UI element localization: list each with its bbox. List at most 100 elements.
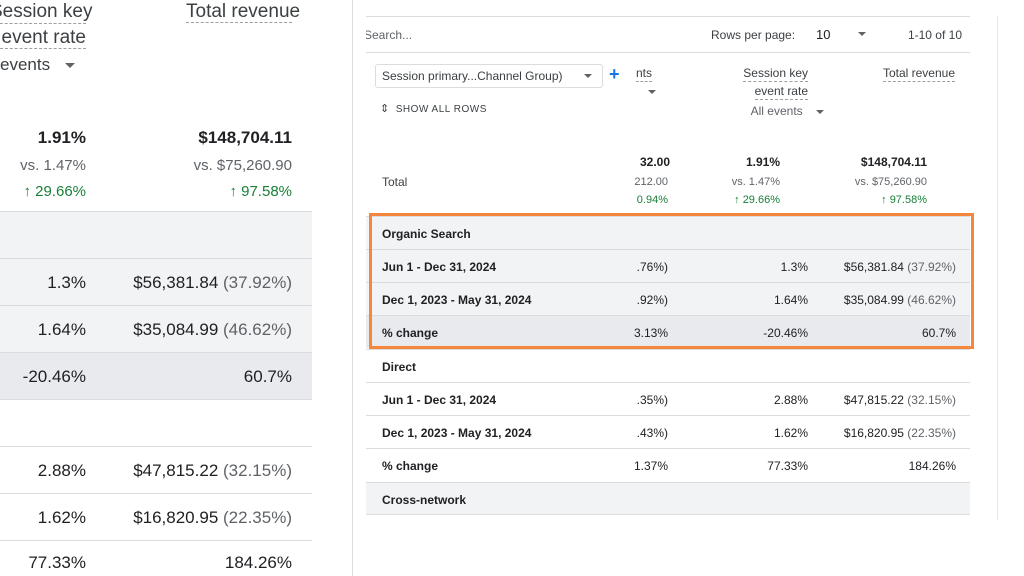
row-c3-value: $56,381.84 xyxy=(843,260,904,274)
zoom-header-session-key[interactable]: Session key xyxy=(0,1,93,22)
dropdown-arrow-icon xyxy=(64,63,75,69)
zoom-row-revenue: $56,381.84 (37.92%) xyxy=(133,273,292,293)
table-row[interactable]: Dec 1, 2023 - May 31, 2024 .92%) 1.64% $… xyxy=(366,282,970,315)
zoom-events-label: events xyxy=(0,55,51,74)
zoom-row-rate: 1.3% xyxy=(47,273,86,292)
row-c3: $35,084.99 (46.62%) xyxy=(844,293,956,307)
zoomed-detail-panel: Session key event rate events Total reve… xyxy=(0,0,352,576)
zoom-row-share: (32.15%) xyxy=(223,461,292,480)
column-header-partial[interactable]: nts xyxy=(636,66,652,82)
row-label: Jun 1 - Dec 31, 2024 xyxy=(382,260,497,274)
total-c2-compare: vs. 1.47% xyxy=(731,176,780,188)
total-c3-change-value: 97.58% xyxy=(889,194,927,206)
dropdown-arrow-icon[interactable] xyxy=(648,90,656,94)
total-c2-change-value: 29.66% xyxy=(742,194,780,206)
dropdown-arrow-icon xyxy=(858,32,866,36)
table-row-group[interactable]: Cross-network xyxy=(366,482,970,515)
pagination-text: 1-10 of 10 xyxy=(907,28,962,42)
total-c1-change: 0.94% xyxy=(636,194,668,206)
zoom-events-dropdown[interactable]: events xyxy=(0,55,75,75)
rows-per-page-select[interactable]: 10 xyxy=(816,27,872,42)
zoom-total-revenue: $148,704.11 xyxy=(198,128,292,147)
zoom-row-revenue: $35,084.99 (46.62%) xyxy=(133,320,292,340)
report-table: Search... Rows per page: 10 1-10 of 10 S… xyxy=(366,0,998,520)
total-row: Total 32.00 212.00 0.94% 1.91% vs. 1.47%… xyxy=(366,140,970,210)
zoom-row-revenue: 184.26% xyxy=(224,553,292,572)
zoom-row-group-organic xyxy=(0,211,312,258)
row-c1: .43%) xyxy=(636,426,668,440)
zoom-row: 1.62% $16,820.95 (22.35%) xyxy=(0,493,312,540)
row-label: Organic Search xyxy=(382,227,471,241)
zoom-row-share: (46.62%) xyxy=(223,320,292,339)
row-c2: -20.46% xyxy=(763,326,808,340)
zoom-row-revenue-value: $35,084.99 xyxy=(133,320,219,339)
dimension-selector-label: Session primary...Channel Group) xyxy=(382,69,563,83)
search-input[interactable]: Search... xyxy=(366,28,413,42)
table-row-group[interactable]: Direct xyxy=(366,349,970,382)
table-row[interactable]: % change 3.13% -20.46% 60.7% xyxy=(366,315,970,348)
table-row[interactable]: Jun 1 - Dec 31, 2024 .35%) 2.88% $47,815… xyxy=(366,382,970,415)
row-label: % change xyxy=(382,459,439,473)
zoom-header-event-rate[interactable]: event rate xyxy=(0,27,86,49)
row-c2: 1.64% xyxy=(773,293,808,307)
column-header-total-revenue[interactable]: Total revenue xyxy=(882,66,955,82)
add-dimension-button[interactable]: + xyxy=(609,64,620,85)
zoom-header-total-revenue[interactable]: Total revenue xyxy=(186,1,301,23)
total-c1: 32.00 xyxy=(639,155,670,169)
zoom-row-rate: 1.64% xyxy=(37,320,86,339)
row-label: Dec 1, 2023 - May 31, 2024 xyxy=(382,426,532,440)
rows-per-page-label: Rows per page: xyxy=(711,28,796,42)
zoom-total-rate-compare: vs. 1.47% xyxy=(20,157,86,174)
row-c3-share: (32.15%) xyxy=(907,393,956,407)
zoom-row-revenue-value: $56,381.84 xyxy=(133,273,219,292)
zoom-row: 77.33% 184.26% xyxy=(0,540,312,576)
total-c2: 1.91% xyxy=(745,155,780,169)
zoom-row-revenue: $16,820.95 (22.35%) xyxy=(133,508,292,528)
table-row[interactable]: % change 1.37% 77.33% 184.26% xyxy=(366,448,970,481)
total-c3-compare: vs. $75,260.90 xyxy=(854,176,927,188)
zoom-total-rate-change: ↑ 29.66% xyxy=(23,183,86,200)
row-label: Jun 1 - Dec 31, 2024 xyxy=(382,393,497,407)
toolbar-divider xyxy=(366,52,970,53)
column-header-session-key[interactable]: Session key xyxy=(743,66,808,82)
zoom-row-revenue: 60.7% xyxy=(243,367,292,386)
zoom-row: -20.46% 60.7% xyxy=(0,352,312,399)
total-c2-change: ↑ 29.66% xyxy=(734,194,780,206)
row-c1: .92%) xyxy=(636,293,668,307)
row-c3: 60.7% xyxy=(921,326,956,340)
table-row[interactable]: Jun 1 - Dec 31, 2024 .76%) 1.3% $56,381.… xyxy=(366,249,970,282)
table-row[interactable]: Dec 1, 2023 - May 31, 2024 .43%) 1.62% $… xyxy=(366,415,970,448)
all-events-dropdown[interactable]: All events xyxy=(751,104,824,118)
zoom-total-rate: 1.91% xyxy=(37,128,86,147)
show-all-rows-label: SHOW ALL ROWS xyxy=(395,104,487,115)
row-c3: $16,820.95 (22.35%) xyxy=(844,426,956,440)
row-c3: $47,815.22 (32.15%) xyxy=(844,393,956,407)
zoom-total-revenue-compare: vs. $75,260.90 xyxy=(193,157,292,174)
zoom-row-revenue-value: $47,815.22 xyxy=(133,461,219,480)
zoom-row: 2.88% $47,815.22 (32.15%) xyxy=(0,446,312,493)
row-c2: 77.33% xyxy=(767,459,808,473)
total-c3: $148,704.11 xyxy=(860,155,927,169)
column-header-event-rate[interactable]: event rate xyxy=(754,84,808,100)
row-label: Cross-network xyxy=(382,493,467,507)
row-c1: 3.13% xyxy=(633,326,668,340)
up-arrow-icon: ↑ xyxy=(881,194,887,206)
panel-divider xyxy=(352,0,353,576)
up-arrow-icon: ↑ xyxy=(229,183,237,200)
zoom-row-revenue-value: $16,820.95 xyxy=(133,508,219,527)
row-c3-share: (22.35%) xyxy=(907,426,956,440)
zoom-row-share: (22.35%) xyxy=(223,508,292,527)
row-label: Dec 1, 2023 - May 31, 2024 xyxy=(382,293,532,307)
zoom-row-rate: 2.88% xyxy=(37,461,86,480)
zoom-row: 1.64% $35,084.99 (46.62%) xyxy=(0,305,312,352)
zoom-rate-change-value: 29.66% xyxy=(35,183,86,200)
table-row-group[interactable]: Organic Search xyxy=(366,216,970,249)
show-all-rows-button[interactable]: ⇕ SHOW ALL ROWS xyxy=(380,102,487,115)
row-c2: 2.88% xyxy=(773,393,808,407)
total-c3-change: ↑ 97.58% xyxy=(881,194,927,206)
dimension-selector[interactable]: Session primary...Channel Group) xyxy=(375,64,603,88)
row-c3-value: $47,815.22 xyxy=(843,393,904,407)
dropdown-arrow-icon xyxy=(816,109,824,114)
row-c3-value: $16,820.95 xyxy=(843,426,904,440)
row-c1: 1.37% xyxy=(633,459,668,473)
